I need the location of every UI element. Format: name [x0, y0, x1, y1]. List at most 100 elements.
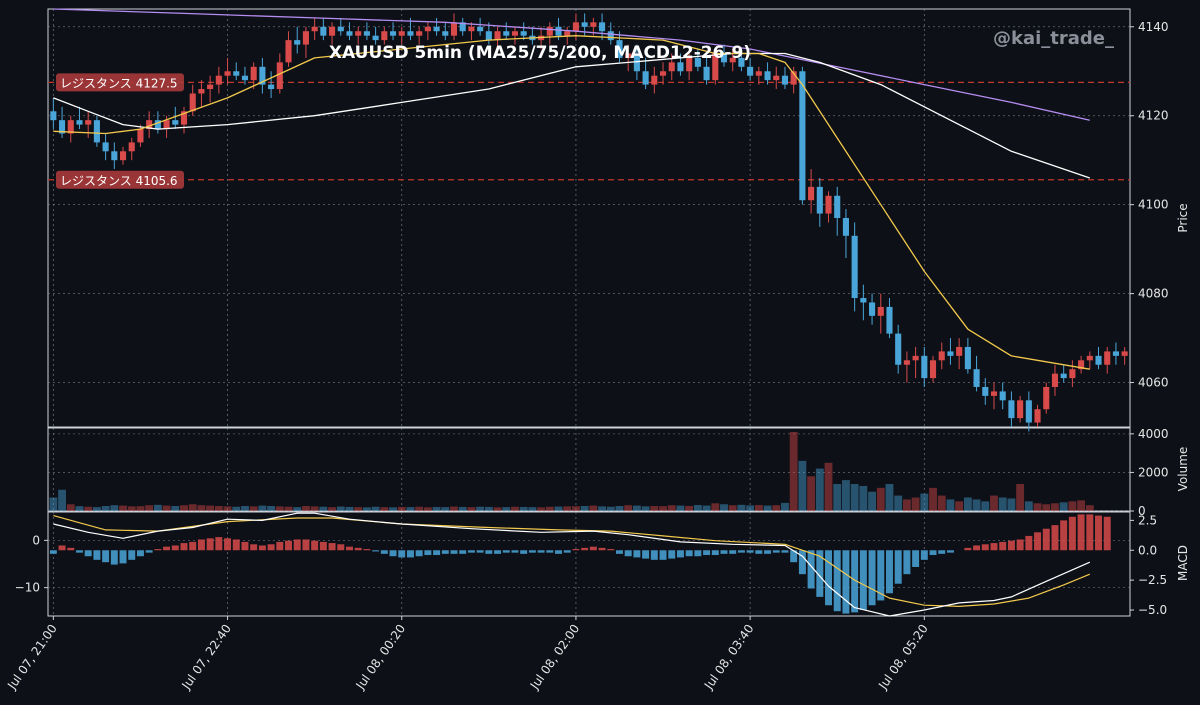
macd-histogram-bar: [764, 550, 772, 554]
candle-body: [677, 62, 684, 72]
volume-bar: [929, 487, 937, 511]
macd-histogram-bar: [929, 550, 937, 556]
candle-body: [442, 31, 449, 36]
candle-body: [416, 31, 423, 36]
volume-bar: [659, 506, 667, 511]
volume-bar: [136, 506, 145, 511]
resistance-label: レジスタンス 4105.6: [60, 174, 178, 188]
candle-body: [973, 369, 980, 387]
candle-body: [1112, 351, 1119, 356]
volume-bar: [868, 491, 876, 511]
macd-panel-frame: [47, 511, 1131, 617]
volume-bar: [632, 505, 641, 511]
macd-histogram-bar: [224, 538, 232, 551]
volume-bar: [432, 506, 441, 511]
macd-histogram-bar: [528, 550, 536, 553]
price-tick-label: 4120: [1138, 109, 1169, 123]
macd-histogram-bar: [171, 545, 179, 551]
volume-bar: [537, 507, 546, 511]
volume-bar: [737, 504, 746, 511]
macd-histogram-bar: [102, 550, 110, 563]
volume-bar: [937, 495, 946, 511]
volume-bar: [188, 504, 197, 511]
macd-histogram-bar: [319, 541, 327, 551]
macd-histogram-bar: [685, 550, 693, 557]
candle-body: [860, 298, 867, 303]
candle-body: [616, 40, 623, 58]
volume-bar: [1024, 501, 1033, 511]
volume-bar: [963, 497, 972, 511]
macd-histogram-bar: [93, 550, 101, 560]
macd-histogram-bar: [755, 550, 763, 554]
volume-bar: [824, 462, 833, 511]
volume-bar: [406, 507, 415, 511]
candle-body: [93, 120, 100, 143]
candle-body: [477, 26, 484, 32]
macd-histogram-bar: [58, 545, 66, 551]
volume-bar: [110, 505, 119, 511]
macd-histogram-bar: [1034, 532, 1042, 551]
volume-bars: [49, 431, 1094, 511]
macd-histogram-bar: [110, 550, 118, 565]
macd-histogram-bar: [163, 546, 171, 551]
volume-bar: [345, 506, 354, 511]
price-tick-label: 4060: [1138, 376, 1169, 390]
volume-bar: [972, 499, 981, 511]
volume-bar: [955, 501, 964, 511]
volume-bar: [362, 507, 371, 511]
candle-body: [773, 75, 780, 81]
candle-body: [59, 120, 66, 134]
macd-histogram-bar: [215, 537, 223, 551]
macd-histogram-bar: [798, 550, 806, 575]
ma75-line: [53, 52, 1091, 179]
candle-body: [947, 351, 954, 356]
candle-body: [372, 35, 379, 41]
volume-bar: [641, 506, 650, 511]
volume-bar: [380, 507, 389, 511]
macd-histogram-bar: [676, 550, 684, 558]
candle-body: [668, 62, 675, 72]
candle-body: [119, 151, 127, 161]
candle-body: [111, 151, 118, 161]
candle-body: [329, 26, 336, 36]
volume-bar: [667, 505, 676, 511]
volume-bar: [693, 505, 702, 511]
macd-histogram-bar: [398, 550, 406, 558]
ma200-line: [53, 8, 1090, 121]
macd-histogram-bar: [128, 550, 136, 560]
price-tick-label: 4080: [1138, 287, 1169, 301]
candle-body: [729, 57, 736, 63]
candle-body: [50, 111, 57, 121]
candle-body: [154, 120, 161, 130]
macd-histogram-bar: [555, 550, 562, 554]
watermark: @kai_trade_: [993, 28, 1114, 49]
volume-bar: [763, 505, 772, 511]
macd-histogram-bar: [380, 550, 388, 554]
macd-histogram-bar: [476, 550, 484, 553]
volume-bar: [615, 505, 624, 511]
volume-bar: [1016, 484, 1025, 511]
volume-bar: [563, 506, 572, 511]
candle-body: [799, 71, 806, 201]
macd-histogram-bar: [589, 546, 597, 551]
macd-histogram-bar: [1025, 535, 1033, 551]
macd-histogram-bar: [67, 547, 75, 551]
candle-body: [990, 391, 998, 396]
candle-body: [320, 26, 327, 36]
volume-bar: [1007, 498, 1016, 511]
volume-bar: [180, 505, 188, 511]
macd-histogram-bar: [1051, 525, 1059, 551]
macd-histogram-bar: [607, 549, 615, 551]
volume-bar: [606, 506, 615, 511]
macd-histogram-bar: [206, 538, 214, 551]
volume-bar: [902, 499, 911, 511]
candle-body: [651, 75, 658, 85]
macd-histogram-bar: [859, 550, 867, 611]
macd-histogram-bar: [241, 541, 249, 551]
macd-histogram-bar: [1095, 515, 1102, 551]
candle-body: [241, 75, 249, 81]
candle-body: [146, 120, 153, 130]
volume-bar: [728, 505, 737, 511]
